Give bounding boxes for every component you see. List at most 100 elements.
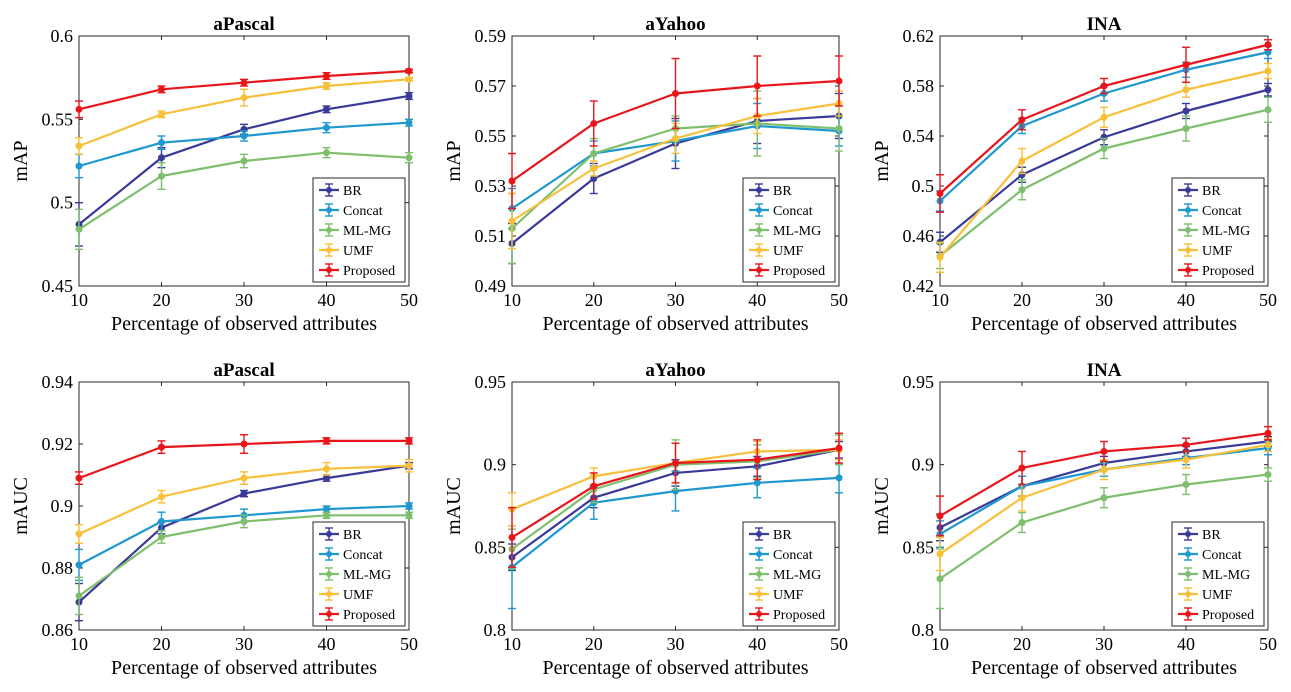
y-tick-label: 0.58 bbox=[903, 76, 935, 96]
legend-label: ML-MG bbox=[1202, 568, 1250, 583]
x-tick-label: 10 bbox=[70, 290, 88, 310]
legend-swatch bbox=[756, 571, 762, 577]
data-point bbox=[75, 105, 83, 113]
legend-label: ML-MG bbox=[773, 568, 821, 583]
x-tick-label: 30 bbox=[235, 290, 253, 310]
data-point bbox=[753, 82, 761, 90]
y-tick-label: 0.85 bbox=[903, 537, 935, 557]
data-point bbox=[323, 124, 330, 132]
data-point bbox=[1018, 519, 1026, 527]
data-point bbox=[240, 474, 248, 482]
legend-swatch bbox=[326, 267, 332, 273]
data-point bbox=[75, 561, 83, 569]
data-point bbox=[405, 75, 413, 83]
data-point bbox=[158, 518, 165, 525]
series-proposed bbox=[75, 434, 413, 485]
data-point bbox=[1182, 86, 1190, 94]
legend-label: Concat bbox=[773, 548, 813, 563]
legend-label: Concat bbox=[343, 204, 383, 219]
x-tick-label: 40 bbox=[318, 634, 336, 654]
data-point bbox=[936, 550, 944, 558]
x-tick-label: 20 bbox=[1013, 634, 1031, 654]
x-tick-label: 40 bbox=[748, 634, 766, 654]
data-point bbox=[405, 67, 413, 75]
legend-label: Proposed bbox=[343, 264, 395, 279]
chart-panel-2: 10 20 30 40 50 0.49 0.51 0.53 0.55 0.57 0.59 aYahoo… bbox=[443, 14, 848, 335]
legend-label: Proposed bbox=[1202, 608, 1254, 623]
x-tick-label: 50 bbox=[400, 634, 418, 654]
legend-swatch bbox=[326, 227, 332, 233]
y-tick-label: 0.6 bbox=[51, 26, 74, 46]
data-point bbox=[323, 105, 330, 113]
legend-swatch bbox=[1185, 207, 1191, 213]
data-point bbox=[1100, 145, 1108, 152]
legend-swatch bbox=[1185, 531, 1191, 537]
data-point bbox=[1100, 447, 1108, 455]
legend-label: UMF bbox=[773, 244, 804, 259]
data-point bbox=[590, 165, 598, 172]
series-concat bbox=[75, 118, 413, 179]
data-point bbox=[75, 142, 83, 150]
legend-swatch bbox=[326, 591, 332, 597]
y-tick-label: 0.9 bbox=[912, 455, 935, 475]
y-tick-label: 0.46 bbox=[903, 226, 935, 246]
data-point bbox=[835, 125, 843, 132]
legend-swatch bbox=[756, 531, 762, 537]
x-tick-label: 40 bbox=[1177, 634, 1195, 654]
legend: BR Concat ML-MG UMF Proposed bbox=[1171, 177, 1265, 283]
legend-swatch bbox=[756, 207, 762, 213]
y-axis-label: mAP bbox=[443, 140, 465, 181]
data-point bbox=[75, 530, 83, 538]
legend-label: UMF bbox=[1202, 244, 1233, 259]
y-axis-label: mAUC bbox=[443, 477, 465, 535]
x-axis-label: Percentage of observed attributes bbox=[111, 313, 377, 335]
legend-label: UMF bbox=[1202, 588, 1233, 603]
legend-swatch bbox=[1185, 227, 1191, 233]
data-point bbox=[240, 132, 248, 140]
y-tick-label: 0.85 bbox=[475, 537, 507, 557]
data-point bbox=[158, 110, 165, 118]
chart-panel-1: 10 20 30 40 50 0.45 0.5 0.55 0.6 aPascal Percentag… bbox=[10, 14, 418, 335]
data-point bbox=[405, 119, 413, 127]
y-tick-label: 0.51 bbox=[475, 226, 507, 246]
series-umf bbox=[75, 75, 413, 156]
x-axis-label: Percentage of observed attributes bbox=[971, 313, 1237, 335]
x-tick-label: 10 bbox=[931, 290, 949, 310]
legend-label: ML-MG bbox=[343, 224, 391, 239]
legend-swatch bbox=[756, 227, 762, 233]
data-point bbox=[158, 139, 165, 147]
data-point bbox=[753, 456, 761, 464]
chart-title: aPascal bbox=[213, 14, 274, 35]
legend-swatch bbox=[326, 551, 332, 557]
y-tick-label: 0.9 bbox=[51, 496, 74, 516]
data-point bbox=[323, 511, 330, 519]
data-point bbox=[1100, 113, 1108, 121]
y-tick-label: 0.9 bbox=[484, 455, 507, 475]
data-point bbox=[240, 440, 248, 448]
data-point bbox=[936, 575, 944, 583]
chart-title: aPascal bbox=[213, 360, 274, 381]
x-tick-label: 30 bbox=[1095, 634, 1113, 654]
data-point bbox=[240, 518, 248, 525]
y-tick-label: 0.92 bbox=[42, 434, 74, 454]
data-point bbox=[508, 177, 516, 185]
legend-label: ML-MG bbox=[1202, 224, 1250, 239]
data-point bbox=[1182, 456, 1190, 464]
x-axis-label: Percentage of observed attributes bbox=[542, 657, 808, 679]
legend-swatch bbox=[326, 571, 332, 577]
x-tick-label: 10 bbox=[503, 290, 521, 310]
x-tick-label: 20 bbox=[153, 290, 171, 310]
series-proposed bbox=[75, 67, 413, 119]
data-point bbox=[1100, 494, 1108, 502]
y-axis-label: mAP bbox=[10, 140, 32, 181]
data-point bbox=[405, 511, 413, 519]
data-point bbox=[1264, 106, 1272, 114]
data-point bbox=[158, 493, 165, 501]
data-point bbox=[405, 502, 413, 510]
legend-swatch bbox=[1185, 611, 1191, 617]
legend-label: UMF bbox=[343, 244, 374, 259]
y-tick-label: 0.45 bbox=[42, 276, 74, 296]
x-tick-label: 20 bbox=[153, 634, 171, 654]
legend-label: BR bbox=[343, 528, 362, 543]
y-tick-label: 0.86 bbox=[42, 620, 74, 640]
